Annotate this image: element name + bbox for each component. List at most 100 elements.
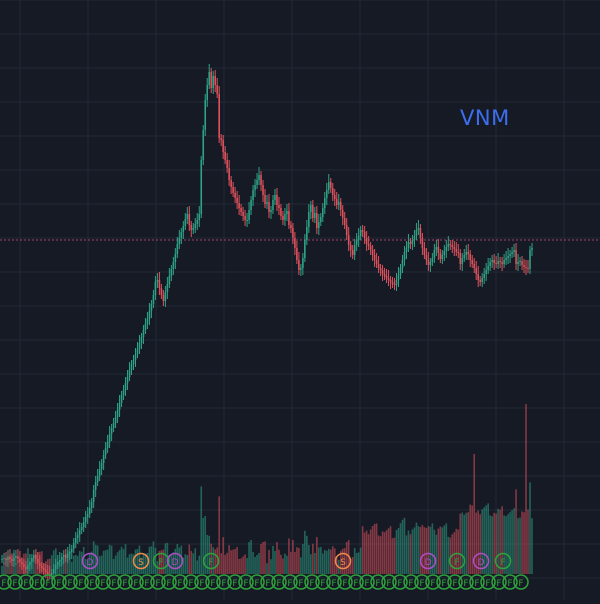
candle-body bbox=[505, 258, 507, 260]
candle-body bbox=[481, 278, 483, 282]
volume-bar bbox=[104, 550, 107, 574]
candle-body bbox=[188, 214, 191, 225]
candle-body bbox=[280, 208, 282, 216]
volume-bar bbox=[252, 552, 254, 574]
candle-body bbox=[489, 262, 491, 266]
volume-bar bbox=[491, 516, 493, 574]
event-label: F bbox=[12, 579, 17, 589]
candle-body bbox=[232, 187, 234, 193]
event-marker bbox=[81, 552, 99, 570]
candle-body bbox=[210, 72, 213, 88]
volume-bar bbox=[343, 548, 346, 574]
candle-body bbox=[325, 190, 328, 198]
event-marker bbox=[183, 574, 199, 590]
volume-bar bbox=[419, 527, 422, 574]
candle-body bbox=[70, 549, 73, 552]
volume-bar bbox=[369, 529, 372, 574]
volume-bar bbox=[445, 523, 448, 574]
volume-bar bbox=[130, 553, 133, 574]
candle-body bbox=[353, 245, 356, 255]
event-marker bbox=[150, 574, 166, 590]
candle-body bbox=[138, 343, 141, 349]
candle-body bbox=[152, 295, 155, 304]
volume-bar bbox=[168, 554, 171, 574]
volume-bar bbox=[353, 548, 356, 574]
candle-body bbox=[371, 250, 374, 255]
candle-body bbox=[194, 224, 197, 228]
candle-body bbox=[204, 100, 207, 130]
candle-body bbox=[355, 240, 358, 245]
volume-bar bbox=[479, 514, 481, 574]
event-label: F bbox=[408, 579, 413, 589]
volume-bar bbox=[45, 561, 47, 574]
candle-body bbox=[218, 94, 220, 138]
candle-body bbox=[463, 255, 466, 258]
candle-body bbox=[15, 556, 17, 558]
event-label: F bbox=[353, 579, 358, 589]
volume-bar bbox=[349, 559, 352, 574]
volume-bar bbox=[53, 550, 55, 574]
candle-body bbox=[92, 490, 95, 502]
volume-bar bbox=[355, 553, 358, 574]
volume-bar bbox=[186, 555, 189, 574]
volume-bar bbox=[244, 554, 246, 574]
volume-bar bbox=[327, 548, 330, 574]
candle-body bbox=[182, 226, 185, 232]
volume-bar bbox=[212, 547, 215, 574]
volume-bar bbox=[525, 404, 527, 574]
candle-body bbox=[254, 185, 256, 190]
candle-body bbox=[296, 248, 298, 260]
volume-bar bbox=[407, 530, 410, 574]
volume-bar bbox=[152, 541, 155, 574]
volume-bar bbox=[288, 538, 290, 574]
candle-body bbox=[114, 417, 117, 423]
volume-bar bbox=[82, 547, 85, 574]
volume-bar bbox=[316, 537, 318, 574]
volume-bar bbox=[23, 553, 25, 574]
candle-body bbox=[471, 260, 474, 264]
candle-body bbox=[158, 280, 161, 288]
volume-bar bbox=[509, 512, 511, 574]
candle-body bbox=[170, 269, 173, 276]
candle-body bbox=[270, 210, 272, 212]
event-marker bbox=[436, 574, 452, 590]
candle-body bbox=[437, 247, 440, 253]
event-label: F bbox=[210, 579, 215, 589]
volume-bar bbox=[204, 516, 207, 574]
candle-body bbox=[178, 238, 181, 244]
candle-body bbox=[192, 228, 195, 230]
volume-bar bbox=[68, 551, 71, 574]
volume-bar bbox=[254, 557, 256, 574]
volume-bar bbox=[64, 553, 67, 574]
volume-bar bbox=[523, 512, 525, 574]
candle-body bbox=[200, 160, 203, 214]
candle-body bbox=[298, 260, 300, 270]
volume-bar bbox=[70, 561, 73, 574]
volume-bar bbox=[190, 551, 193, 574]
volume-bar bbox=[529, 482, 531, 574]
candle-body bbox=[343, 218, 346, 225]
candle-body bbox=[128, 370, 131, 377]
volume-bar bbox=[429, 526, 432, 574]
candle-body bbox=[186, 214, 189, 219]
candle-body bbox=[461, 258, 464, 264]
volume-bar bbox=[286, 555, 288, 574]
volume-bar bbox=[154, 547, 157, 574]
candle-body bbox=[377, 264, 380, 268]
volume-bar bbox=[284, 553, 286, 574]
volume-bar bbox=[475, 512, 478, 574]
candle-body bbox=[495, 263, 497, 264]
volume-bar bbox=[312, 543, 314, 574]
volume-bar bbox=[150, 546, 153, 574]
event-marker bbox=[29, 574, 45, 590]
event-label: F bbox=[364, 579, 369, 589]
candle-body bbox=[148, 311, 151, 319]
candle-body bbox=[224, 152, 226, 160]
event-marker bbox=[392, 574, 408, 590]
event-label: F bbox=[155, 579, 160, 589]
candle-body bbox=[290, 225, 292, 228]
volume-bar bbox=[98, 556, 101, 574]
event-label: D bbox=[425, 558, 432, 568]
event-label: F bbox=[34, 579, 39, 589]
